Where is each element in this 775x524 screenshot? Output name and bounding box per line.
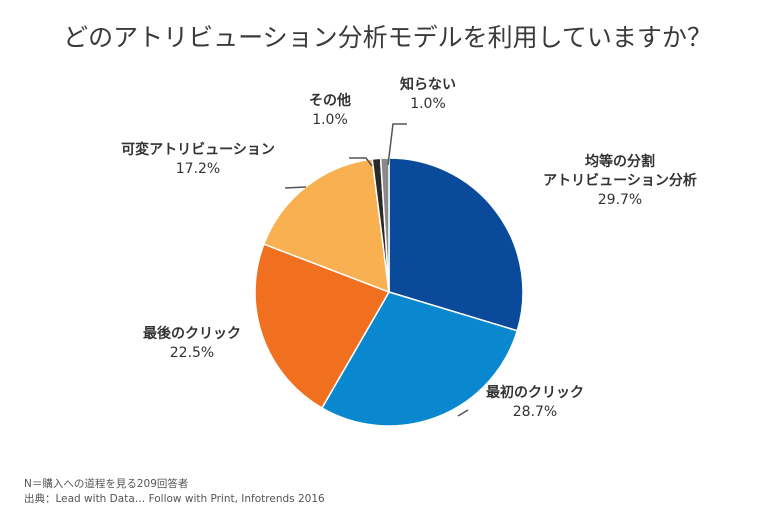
- slice-percent-label: 22.5%: [170, 345, 214, 361]
- slice-label: アトリビューション分析: [543, 172, 697, 189]
- source-note: 出典：Lead with Data… Follow with Print, In…: [24, 493, 325, 505]
- slice-percent-label: 1.0%: [410, 96, 446, 112]
- slice-percent-label: 29.7%: [598, 192, 642, 208]
- slice-label: 可変アトリビューション: [121, 141, 275, 158]
- slice-label: 知らない: [400, 76, 456, 93]
- sample-note: N＝購入への道程を見る209回答者: [24, 478, 189, 490]
- chart-title: どのアトリビューション分析モデルを利用していますか？: [63, 23, 712, 52]
- leader-line: [284, 186, 307, 189]
- slice-percent-label: 28.7%: [513, 404, 557, 420]
- pie-slice: [388, 157, 524, 332]
- pie-slice: [254, 243, 391, 410]
- slice-label: 均等の分割: [585, 153, 655, 170]
- leader-line: [457, 409, 469, 417]
- slice-percent-label: 17.2%: [176, 161, 220, 177]
- slice-label: 最後のクリック: [143, 325, 241, 342]
- slice-percent-label: 1.0%: [312, 112, 348, 128]
- pie-slice: [320, 291, 519, 427]
- pie-slice: [262, 158, 390, 294]
- leader-line: [349, 157, 373, 167]
- leader-line: [387, 123, 407, 166]
- slice-label: 最初のクリック: [486, 384, 584, 401]
- slice-label: その他: [309, 92, 351, 109]
